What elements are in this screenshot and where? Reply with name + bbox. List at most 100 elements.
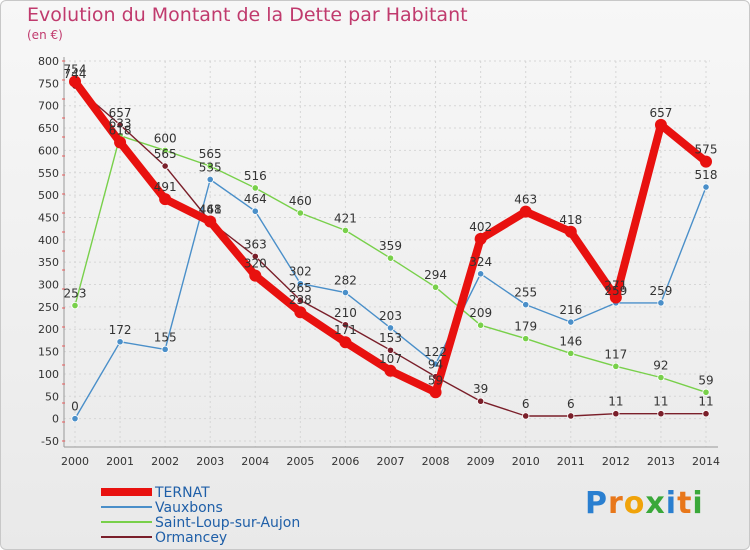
data-point-vauxbons xyxy=(116,338,124,346)
data-label-ormancey: 363 xyxy=(244,237,267,251)
data-point-saint-loup-sur-aujon xyxy=(567,349,575,357)
y-tick-label: 650 xyxy=(38,122,59,135)
data-label-saint-loup-sur-aujon: 146 xyxy=(559,334,582,348)
logo-letter: P xyxy=(585,486,608,521)
data-point-ormancey xyxy=(702,410,710,418)
y-tick-label: 750 xyxy=(38,77,59,90)
data-label-vauxbons: 302 xyxy=(289,265,312,279)
x-tick-label: 2009 xyxy=(467,455,495,468)
data-label-vauxbons: 255 xyxy=(514,286,537,300)
data-label-saint-loup-sur-aujon: 565 xyxy=(199,147,222,161)
data-point-ternat xyxy=(609,291,622,304)
data-point-ternat xyxy=(429,386,442,399)
logo-letter: i xyxy=(665,486,678,521)
data-point-vauxbons xyxy=(71,415,79,423)
data-label-vauxbons: 324 xyxy=(469,255,492,269)
logo-letter: i xyxy=(692,486,704,521)
data-label-ternat: 657 xyxy=(649,106,672,120)
y-tick-label: 150 xyxy=(38,346,59,359)
data-label-ternat: 107 xyxy=(379,352,402,366)
data-label-ormancey: 153 xyxy=(379,331,402,345)
data-point-ormancey xyxy=(251,252,259,260)
data-label-ormancey: 39 xyxy=(473,382,488,396)
data-label-vauxbons: 172 xyxy=(109,323,132,337)
data-label-ternat: 171 xyxy=(334,323,357,337)
data-label-ternat: 418 xyxy=(559,213,582,227)
data-label-ternat: 463 xyxy=(514,193,537,207)
data-point-ternat xyxy=(654,118,667,131)
data-label-vauxbons: 0 xyxy=(71,400,79,414)
data-label-saint-loup-sur-aujon: 600 xyxy=(154,131,177,145)
data-label-ormancey: 265 xyxy=(289,281,312,295)
data-label-ormancey: 11 xyxy=(653,395,668,409)
data-label-ormancey: 441 xyxy=(199,202,222,216)
x-tick-label: 2006 xyxy=(331,455,359,468)
data-label-vauxbons: 518 xyxy=(695,168,718,182)
legend-label: Ormancey xyxy=(155,530,227,546)
data-label-saint-loup-sur-aujon: 460 xyxy=(289,194,312,208)
proxiti-logo: Proxiti xyxy=(585,486,704,521)
y-tick-label: 500 xyxy=(38,189,59,202)
data-point-vauxbons xyxy=(431,360,440,368)
data-point-vauxbons xyxy=(206,175,214,184)
x-tick-label: 2014 xyxy=(692,455,720,468)
data-point-saint-loup-sur-aujon xyxy=(612,362,620,370)
y-tick-label: 800 xyxy=(38,55,59,68)
x-tick-label: 2005 xyxy=(286,455,314,468)
data-point-ternat xyxy=(249,269,262,282)
data-label-ternat: 754 xyxy=(64,63,87,77)
data-point-vauxbons xyxy=(341,288,350,297)
data-point-ormancey xyxy=(116,121,124,129)
data-label-ternat: 271 xyxy=(604,278,627,292)
data-label-saint-loup-sur-aujon: 633 xyxy=(109,117,132,131)
legend-label: Vauxbons xyxy=(155,500,223,516)
data-point-vauxbons xyxy=(161,345,169,353)
data-label-vauxbons: 282 xyxy=(334,274,357,288)
data-label-saint-loup-sur-aujon: 421 xyxy=(334,211,357,225)
data-point-ternat xyxy=(564,225,577,238)
logo-letter: x xyxy=(645,486,666,521)
data-label-vauxbons: 203 xyxy=(379,309,402,323)
data-point-saint-loup-sur-aujon xyxy=(477,321,485,329)
data-point-vauxbons xyxy=(657,299,665,307)
data-point-ternat xyxy=(700,155,712,168)
data-point-ternat xyxy=(159,193,172,206)
data-point-ormancey xyxy=(296,296,304,304)
data-point-saint-loup-sur-aujon xyxy=(386,254,395,262)
logo-letter: o xyxy=(623,486,646,521)
data-point-ternat xyxy=(69,75,81,88)
data-point-ormancey xyxy=(161,162,169,170)
x-tick-label: 2013 xyxy=(647,455,675,468)
data-label-saint-loup-sur-aujon: 92 xyxy=(653,359,668,373)
data-point-saint-loup-sur-aujon xyxy=(341,226,350,235)
y-tick-label: 700 xyxy=(38,100,59,113)
y-tick-label: 50 xyxy=(45,390,59,403)
data-label-ternat: 491 xyxy=(154,180,177,194)
data-label-ternat: 238 xyxy=(289,293,312,307)
data-point-ternat xyxy=(114,136,127,149)
chart-subtitle: (en €) xyxy=(27,28,63,42)
data-point-vauxbons xyxy=(386,324,395,332)
data-point-vauxbons xyxy=(702,183,710,191)
data-label-ternat: 320 xyxy=(244,257,267,271)
data-point-ternat xyxy=(204,215,217,228)
data-label-ormancey: 11 xyxy=(698,395,713,409)
logo-letter: t xyxy=(677,486,693,521)
data-point-saint-loup-sur-aujon xyxy=(702,388,710,396)
data-label-vauxbons: 216 xyxy=(559,303,582,317)
data-point-ormancey xyxy=(657,410,665,418)
data-label-ternat: 575 xyxy=(695,143,718,157)
data-point-ormancey xyxy=(567,412,575,420)
x-tick-label: 2011 xyxy=(557,455,585,468)
data-label-ormancey: 11 xyxy=(608,395,623,409)
data-point-ternat xyxy=(474,232,487,245)
data-label-ternat: 59 xyxy=(428,373,443,387)
data-label-saint-loup-sur-aujon: 294 xyxy=(424,268,447,282)
data-label-saint-loup-sur-aujon: 59 xyxy=(698,373,713,387)
data-label-saint-loup-sur-aujon: 117 xyxy=(604,347,627,361)
data-point-ormancey xyxy=(341,321,350,329)
data-label-vauxbons: 464 xyxy=(244,192,267,206)
x-tick-label: 2002 xyxy=(151,455,179,468)
y-tick-label: 400 xyxy=(38,234,59,247)
